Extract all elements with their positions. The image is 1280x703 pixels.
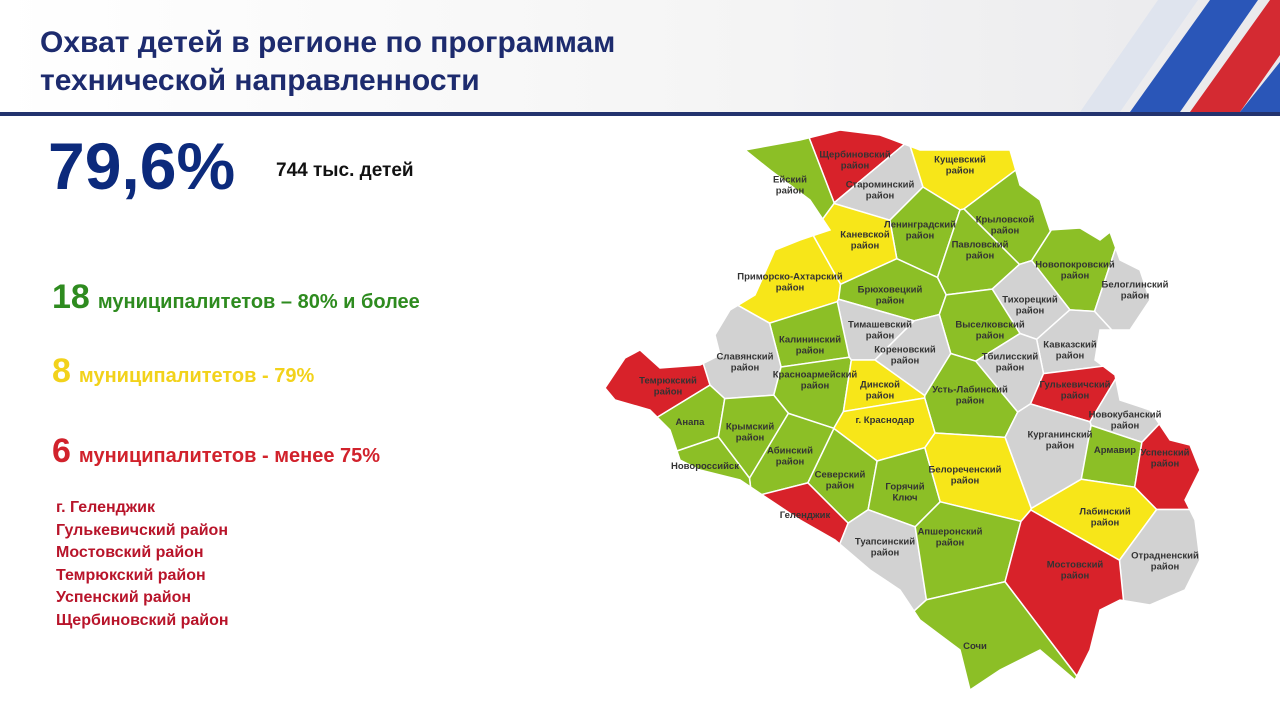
group-count: 18	[52, 278, 90, 316]
header: Охват детей в регионе по программам техн…	[0, 0, 1280, 116]
region-label: Крымский район	[726, 422, 774, 444]
region-label: Сочи	[963, 641, 987, 652]
region-label: Апшеронский район	[918, 527, 983, 549]
group-line: 8 муниципалитетов - 79%	[52, 352, 314, 391]
region-label: Темрюкский район	[639, 376, 697, 398]
region-label: Староминский район	[846, 180, 915, 202]
group-text: муниципалитетов - 79%	[78, 365, 315, 387]
region-label: Лабинский район	[1079, 507, 1131, 529]
region-label: Приморско-Ахтарский район	[737, 272, 843, 294]
group-count: 8	[52, 352, 71, 390]
region-label: Павловский район	[952, 240, 1009, 262]
region-label: Абинский район	[767, 446, 813, 468]
low-item: Мостовский район	[56, 544, 204, 561]
region-label: Брюховецкий район	[858, 285, 923, 307]
region-label: Красноармейский район	[773, 370, 858, 392]
region-label: Щербиновский район	[819, 150, 890, 172]
region-label: Успенский район	[1140, 448, 1189, 470]
group-line: 6 муниципалитетов - менее 75%	[52, 432, 380, 471]
region-label: Новокубанский район	[1089, 410, 1162, 432]
region-label: г. Краснодар	[856, 415, 915, 426]
low-item: Щербиновский район	[56, 611, 229, 629]
region-label: Динской район	[860, 380, 900, 402]
region-label: Выселковский район	[955, 320, 1024, 342]
low-item: Гулькевичский район	[56, 521, 228, 539]
region-label: Тимашевский район	[848, 320, 912, 342]
region-label: Ейский район	[773, 175, 807, 197]
region-label: Мостовский район	[1047, 560, 1104, 582]
decor-stripes	[1080, 0, 1280, 112]
region-shape	[1133, 422, 1201, 511]
region-shape	[1118, 508, 1201, 606]
region-label: Каневской район	[840, 230, 890, 252]
region-label: Тбилисский район	[982, 352, 1039, 374]
region-label: Славянский район	[717, 352, 774, 374]
children-count: 744 тыс. детей	[276, 160, 414, 181]
region-label: Кореновский район	[874, 345, 936, 367]
region-label: Калининский район	[779, 335, 841, 357]
region-label: Белореченский район	[929, 465, 1002, 487]
group-count: 6	[52, 432, 71, 470]
low-item: Успенский район	[56, 589, 192, 606]
region-label: Кущевский район	[934, 155, 986, 177]
region-shape	[760, 482, 850, 546]
region-label: Отрадненский район	[1131, 551, 1199, 573]
region-shape	[676, 436, 752, 489]
coverage-share: 79,6%	[48, 129, 236, 203]
group-text: муниципалитетов - менее 75%	[78, 445, 381, 467]
region-label: Тихорецкий район	[1002, 295, 1058, 317]
region-label: Новороссийск	[671, 461, 739, 472]
region-label: Усть-Лабинский район	[932, 385, 1008, 407]
region-label: Анапа	[676, 417, 706, 428]
region-label: Курганинский район	[1027, 430, 1092, 452]
region-label: Туапсинский район	[855, 537, 915, 559]
region-shape	[913, 580, 1078, 692]
region-label: Горячий Ключ	[885, 482, 924, 504]
region-label: Геленджик	[780, 510, 831, 521]
region-label: Ленинградский район	[884, 220, 956, 242]
low-list: г. Геленджик Гулькевичский район Мостовски…	[56, 497, 229, 632]
low-item: Темрюкский район	[56, 566, 206, 584]
region-label: Армавир	[1094, 445, 1136, 456]
region-label: Белоглинский район	[1102, 280, 1169, 302]
region-label: Кавказский район	[1043, 340, 1097, 362]
group-text: муниципалитетов – 80% и более	[97, 291, 420, 313]
region-label: Новопокровский район	[1035, 260, 1115, 282]
region-label: Гулькевичский район	[1039, 380, 1110, 402]
slide-title: Охват детей в регионе по программам техн…	[40, 26, 616, 97]
region-label: Крыловской район	[976, 215, 1035, 237]
low-item: г. Геленджик	[56, 499, 155, 516]
group-line: 18 муниципалитетов – 80% и более	[52, 278, 420, 317]
region-label: Северский район	[815, 470, 866, 492]
